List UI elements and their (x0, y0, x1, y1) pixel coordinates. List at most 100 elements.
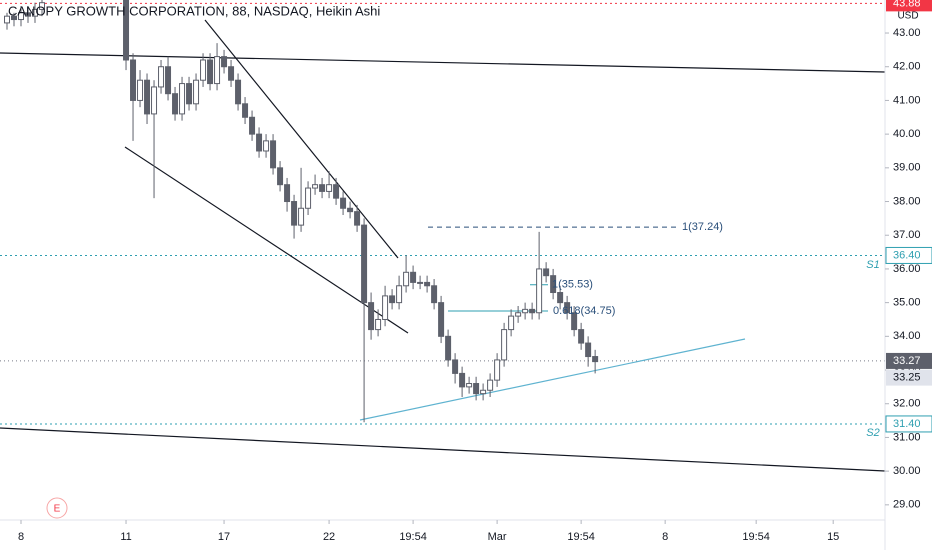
candle-body (459, 372, 466, 388)
candle-body (578, 329, 585, 344)
candle-body (32, 8, 39, 17)
candle-body (235, 79, 242, 105)
candle-body (221, 56, 228, 68)
candle-body (18, 12, 25, 21)
price-label: 31.40 (893, 418, 921, 430)
y-tick-label: 39.00 (893, 162, 921, 174)
y-tick-label: 41.00 (893, 94, 921, 106)
y-tick-label: 42.00 (893, 61, 921, 73)
candle-body (326, 184, 333, 192)
x-tick-label: 19:54 (399, 531, 427, 543)
y-tick-label: 37.00 (893, 229, 921, 241)
y-tick-label: 38.00 (893, 195, 921, 207)
candle-body (585, 342, 592, 358)
support-label: S1 (866, 259, 879, 271)
x-tick-label: 15 (827, 531, 839, 543)
candle-body (4, 15, 11, 24)
candle-body (11, 15, 18, 21)
y-tick-label: 30.00 (893, 465, 921, 477)
x-tick-label: 19:54 (742, 531, 770, 543)
candle-body (382, 295, 389, 320)
trendline (359, 338, 746, 421)
candle-body (543, 268, 550, 277)
candle-body (403, 271, 410, 287)
candle-body (431, 285, 438, 304)
candle-body (529, 308, 536, 314)
candle-body (172, 93, 179, 115)
series (4, 0, 599, 423)
candle-body (284, 184, 291, 203)
candle-body (242, 103, 249, 118)
candle-body (438, 302, 445, 337)
y-tick-label: 36.00 (893, 263, 921, 275)
candle-body (354, 211, 361, 226)
candle-body (39, 2, 46, 10)
candle-body (445, 335, 452, 361)
y-tick-label: 32.00 (893, 398, 921, 410)
y-tick-label: 43.00 (893, 27, 921, 39)
candle-body (487, 379, 494, 391)
candle-body (193, 79, 200, 105)
candle-body (186, 83, 193, 105)
candle-body (291, 201, 298, 226)
event-label[interactable]: E (54, 504, 61, 515)
candle-body (564, 302, 571, 314)
y-tick-label: 29.00 (893, 499, 921, 511)
price-label: 33.27 (893, 355, 921, 367)
candle-body (396, 285, 403, 304)
price-label: 33.25 (893, 372, 921, 384)
candle-body (389, 295, 396, 304)
candle-body (214, 56, 221, 85)
candle-body (536, 268, 543, 314)
candle-body (466, 383, 473, 388)
candle-body (228, 66, 235, 81)
candle-body (571, 312, 578, 331)
candle-body (522, 308, 529, 314)
level-label: 1(37.24) (682, 221, 723, 233)
candle-body (179, 83, 186, 115)
x-tick-label: 19:54 (567, 531, 595, 543)
currency: USD (897, 11, 918, 22)
price-label: 36.40 (893, 249, 921, 261)
candle-body (375, 318, 382, 331)
y-tick-label: 34.00 (893, 330, 921, 342)
candle-body (123, 0, 130, 61)
x-tick-label: 11 (120, 531, 131, 543)
candle-body (347, 207, 354, 213)
level-label: 1(35.53) (552, 279, 593, 291)
candle-body (550, 275, 557, 294)
y-tick-label: 35.00 (893, 297, 921, 309)
candle-body (333, 184, 340, 199)
x-tick-label: Mar (488, 531, 507, 543)
candle-body (501, 329, 508, 361)
candle-body (277, 167, 284, 186)
y-tick-label: 40.00 (893, 128, 921, 140)
candle-body (368, 302, 375, 331)
x-tick-label: 8 (662, 531, 668, 543)
trendline (124, 146, 409, 334)
candle-body (158, 66, 165, 88)
candle-body (256, 133, 263, 152)
candle-body (452, 359, 459, 374)
candle-body (424, 281, 431, 287)
x-tick-label: 22 (323, 531, 335, 543)
event-icon[interactable] (46, 497, 68, 519)
candle-body (200, 59, 207, 81)
support-label: S2 (866, 427, 879, 439)
drawings (0, 19, 885, 472)
candle-body (417, 281, 424, 284)
candle-body (298, 207, 305, 226)
candle-body (494, 359, 501, 381)
candle-body (130, 59, 137, 101)
candle-body (557, 292, 564, 304)
price-label-box (885, 246, 932, 264)
price-label-box (885, 415, 932, 433)
trendline (0, 52, 885, 73)
candle-body (207, 59, 214, 85)
price-label-box (886, 352, 932, 369)
candle-body (515, 312, 522, 317)
candle-body (165, 66, 172, 95)
x-tick-label: 17 (218, 531, 230, 543)
candle-body (340, 197, 347, 209)
